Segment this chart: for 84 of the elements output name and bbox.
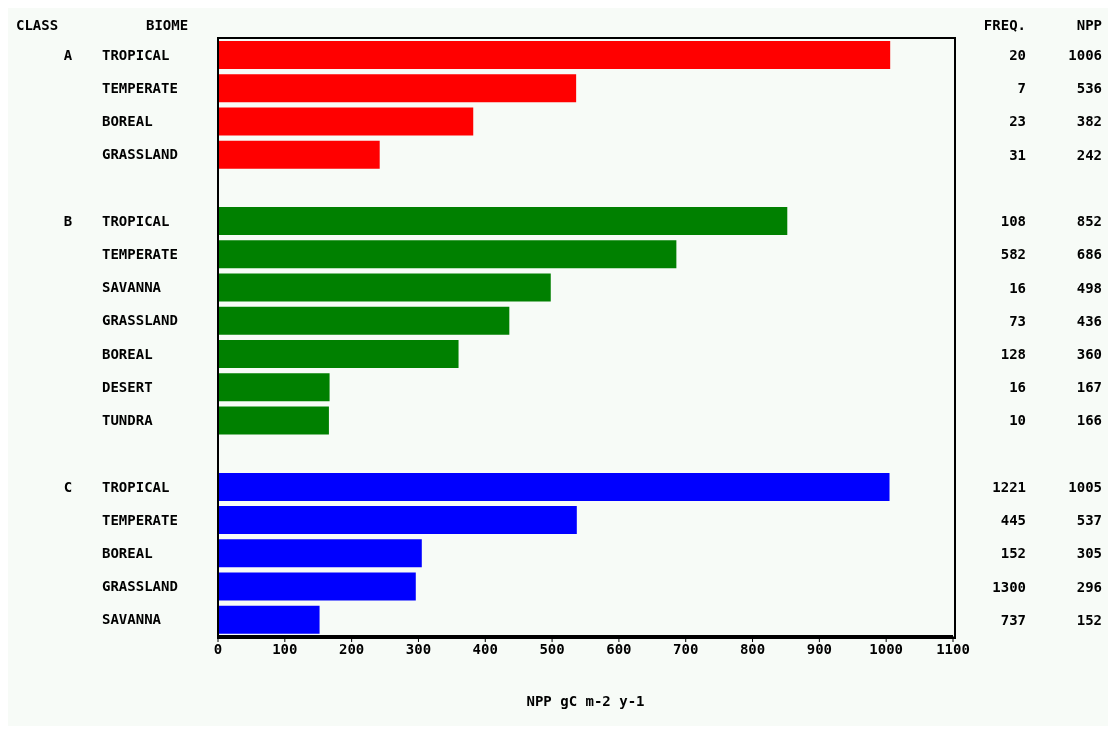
data-label: 852 — [1076, 213, 1102, 230]
text: 23 — [1009, 113, 1026, 130]
bar — [218, 572, 416, 601]
data-label: 166 — [1076, 412, 1102, 429]
text: C — [63, 478, 73, 495]
y-tick-label: GRASSLAND — [102, 312, 178, 329]
text: 20 — [1009, 47, 1026, 63]
text: A — [63, 46, 73, 63]
y-tick-label: SAVANNA — [102, 279, 162, 296]
bar — [218, 472, 890, 501]
text: 1221 — [992, 478, 1026, 495]
text: 737 — [1000, 611, 1026, 628]
bar — [218, 306, 510, 335]
bar — [218, 107, 474, 136]
text: BIOME — [146, 17, 189, 33]
bar — [218, 406, 329, 435]
text: 10 — [1009, 412, 1026, 429]
y-tick-label: TEMPERATE — [102, 511, 178, 528]
bar — [218, 506, 577, 535]
text: 152 — [1000, 545, 1026, 562]
y-tick-label: TUNDRA — [102, 412, 154, 429]
y-tick-label: GRASSLAND — [102, 578, 178, 595]
bar — [218, 240, 677, 269]
text: 1300 — [992, 578, 1026, 595]
x-tick-label: 600 — [606, 640, 632, 657]
y-tick-label: GRASSLAND — [102, 146, 178, 163]
x-axis-title: NPP gC m-2 y-1 — [526, 693, 645, 709]
bar — [218, 373, 330, 402]
y-tick-label: BOREAL — [102, 113, 153, 130]
x-tick-label: 400 — [472, 640, 498, 657]
bar — [218, 207, 788, 236]
bar — [218, 140, 380, 169]
x-tick-label: 700 — [673, 640, 699, 657]
x-tick-label: 1100 — [936, 640, 970, 657]
text: B — [63, 212, 73, 229]
data-label: 1006 — [1068, 47, 1102, 63]
text: CLASS — [16, 17, 59, 33]
text: 108 — [1000, 213, 1026, 230]
x-tick-label: 0 — [213, 640, 223, 657]
bar — [218, 41, 891, 69]
y-tick-label: DESERT — [102, 378, 153, 395]
text: 73 — [1009, 312, 1026, 329]
x-tick-label: 800 — [739, 640, 766, 657]
text: 445 — [1000, 512, 1026, 529]
x-tick-label: 200 — [338, 640, 365, 657]
data-label: 167 — [1076, 379, 1102, 396]
text: 16 — [1009, 379, 1026, 396]
x-tick-label: 300 — [405, 640, 432, 657]
bar — [218, 340, 459, 368]
data-label: 436 — [1076, 312, 1102, 329]
data-label: 152 — [1076, 611, 1102, 628]
bar — [218, 273, 551, 302]
text: 7 — [1017, 80, 1026, 97]
text: 16 — [1009, 279, 1026, 296]
data-label: 360 — [1076, 346, 1102, 362]
text: 128 — [1000, 346, 1026, 362]
y-tick-label: TROPICAL — [102, 46, 170, 63]
data-label: 305 — [1076, 545, 1102, 562]
data-label: 242 — [1076, 146, 1102, 163]
bar — [218, 74, 577, 103]
y-tick-label: SAVANNA — [102, 611, 162, 628]
y-tick-label: BOREAL — [102, 345, 153, 362]
data-label: 537 — [1076, 512, 1102, 529]
bar — [218, 605, 320, 634]
data-label: 686 — [1076, 246, 1102, 263]
x-tick-label: 500 — [539, 640, 565, 657]
data-label: 536 — [1076, 80, 1102, 97]
text: NPP — [1076, 17, 1102, 33]
y-tick-label: TEMPERATE — [102, 245, 178, 262]
data-label: 382 — [1076, 113, 1102, 130]
text: 31 — [1009, 146, 1026, 163]
data-label: 1005 — [1068, 478, 1102, 495]
bar — [218, 539, 422, 568]
y-tick-label: BOREAL — [102, 544, 153, 561]
x-tick-label: 1000 — [869, 640, 904, 657]
x-tick-label: 100 — [272, 640, 298, 657]
y-tick-label: TEMPERATE — [102, 79, 178, 96]
y-tick-label: TROPICAL — [102, 478, 170, 495]
x-tick-label: 900 — [806, 640, 833, 657]
data-label: 498 — [1076, 279, 1102, 296]
y-tick-label: TROPICAL — [102, 212, 170, 229]
text: FREQ. — [983, 17, 1026, 33]
text: 582 — [1000, 246, 1026, 263]
data-label: 296 — [1076, 578, 1102, 595]
